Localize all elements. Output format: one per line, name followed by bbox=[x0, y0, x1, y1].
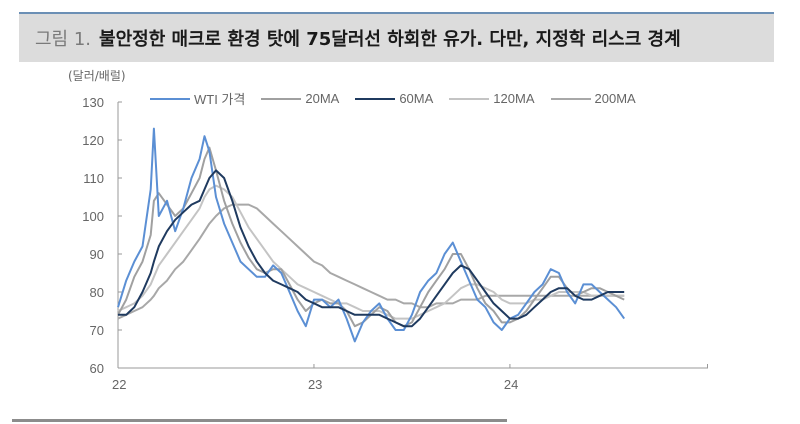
figure-title: 불안정한 매크로 환경 탓에 75달러선 하회한 유가. 다만, 지정학 리스크… bbox=[99, 29, 681, 50]
y-tick-label: 60 bbox=[90, 361, 104, 376]
y-tick-label: 80 bbox=[90, 285, 104, 300]
legend-item-120ma: 120MA bbox=[449, 91, 535, 106]
legend-label-200ma: 200MA bbox=[594, 91, 636, 106]
plot-area bbox=[117, 127, 626, 343]
legend-item-200ma: 200MA bbox=[550, 91, 636, 106]
y-tick-label: 120 bbox=[82, 133, 104, 148]
legend-item-wti: WTI 가격 bbox=[150, 89, 245, 108]
x-tick-label: 24 bbox=[504, 377, 518, 392]
footer-divider bbox=[12, 419, 507, 422]
legend-swatch-wti bbox=[150, 97, 190, 100]
legend-item-60ma: 60MA bbox=[355, 91, 433, 106]
series-line-120ma bbox=[117, 184, 625, 320]
x-tick-label: 23 bbox=[308, 377, 322, 392]
legend-item-20ma: 20MA bbox=[261, 91, 339, 106]
figure-title-bar: 그림 1. 불안정한 매크로 환경 탓에 75달러선 하회한 유가. 다만, 지… bbox=[19, 12, 774, 62]
x-tick-label: 22 bbox=[112, 377, 126, 392]
legend-label-60ma: 60MA bbox=[399, 91, 434, 106]
legend-label-20ma: 20MA bbox=[305, 91, 340, 106]
y-axis: 60 70 80 90 100 110 120 130 bbox=[82, 95, 122, 376]
legend-swatch-200ma bbox=[550, 97, 591, 100]
legend-label-wti: WTI 가격 bbox=[194, 92, 246, 107]
series-line-wti-가격 bbox=[117, 127, 626, 343]
legend-swatch-60ma bbox=[355, 97, 396, 100]
legend-swatch-120ma bbox=[449, 97, 490, 100]
y-tick-label: 70 bbox=[90, 323, 104, 338]
figure-number: 그림 1. bbox=[35, 29, 92, 50]
series-line-60ma bbox=[118, 169, 625, 328]
y-tick-label: 90 bbox=[90, 247, 104, 262]
legend-label-120ma: 120MA bbox=[493, 91, 535, 106]
legend-swatch-20ma bbox=[261, 97, 302, 100]
chart-legend: WTI 가격 20MA 60MA 120MA 200MA bbox=[150, 89, 652, 108]
y-tick-label: 110 bbox=[83, 171, 104, 186]
y-axis-unit-label: (달러/배럴) bbox=[68, 69, 126, 83]
y-tick-label: 130 bbox=[82, 95, 104, 110]
y-tick-label: 100 bbox=[82, 209, 104, 224]
series-line-200ma bbox=[117, 203, 625, 320]
x-axis: 22 23 24 bbox=[112, 364, 709, 392]
